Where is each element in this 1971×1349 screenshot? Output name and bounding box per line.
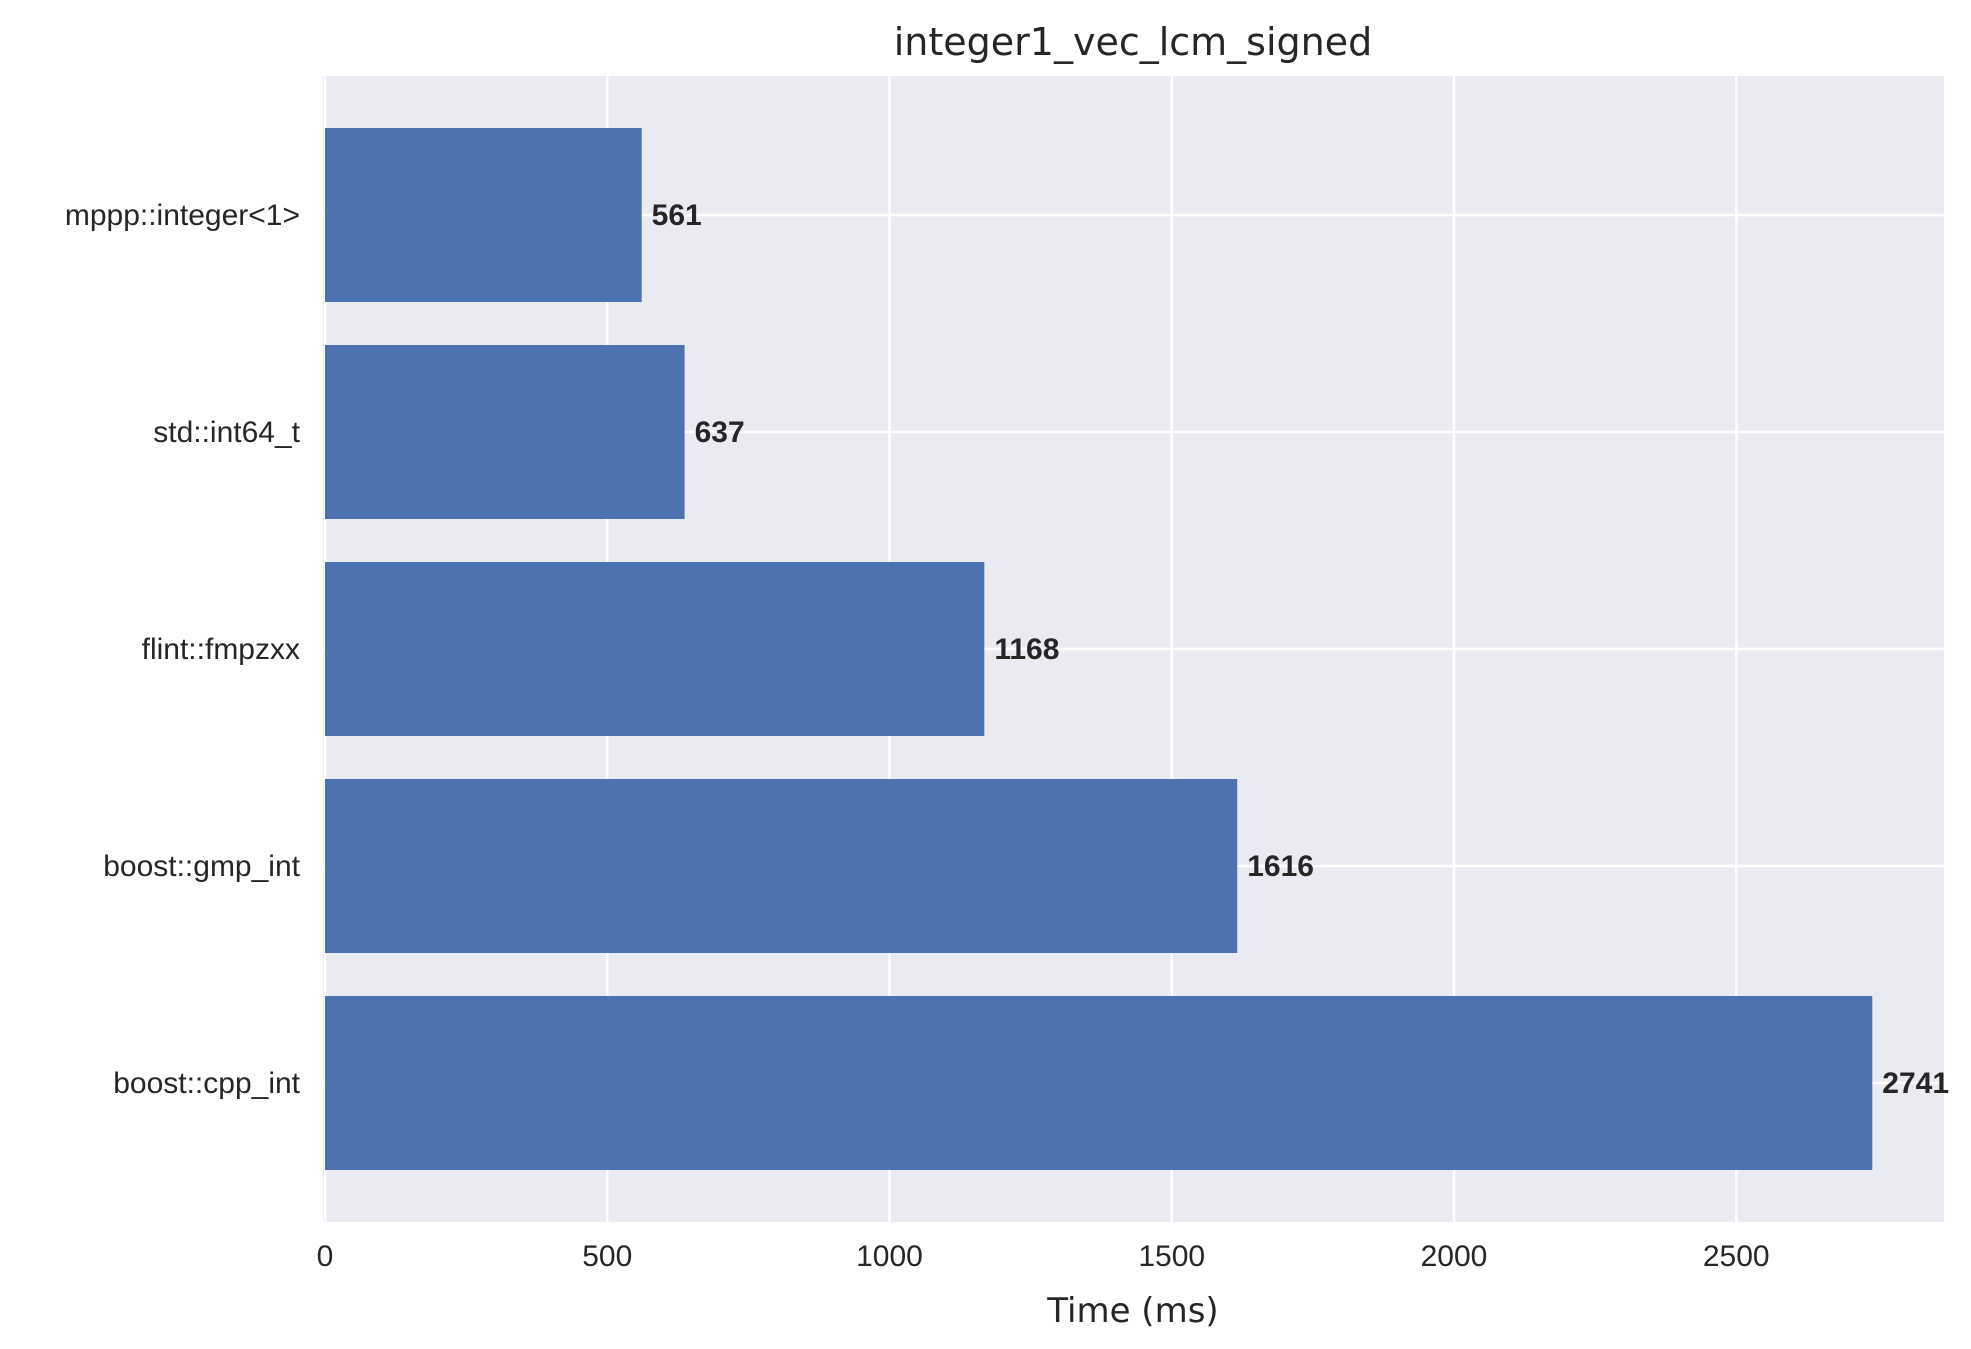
x-tick-labels: 0 500 1000 1500 2000 2500 xyxy=(317,1240,1770,1273)
bar xyxy=(325,996,1873,1170)
chart-title: integer1_vec_lcm_signed xyxy=(894,20,1373,64)
x-tick-label: 2000 xyxy=(1421,1240,1488,1273)
value-label: 1616 xyxy=(1247,850,1314,883)
x-tick-label: 1500 xyxy=(1138,1240,1205,1273)
bar xyxy=(325,345,685,519)
x-tick-label: 500 xyxy=(582,1240,632,1273)
bar xyxy=(325,128,642,302)
value-label: 1168 xyxy=(994,633,1059,666)
bar xyxy=(325,562,985,736)
y-tick-labels: mppp::integer<1>std::int64_tflint::fmpzx… xyxy=(65,199,301,1100)
x-tick-label: 1000 xyxy=(856,1240,923,1273)
x-axis-label: Time (ms) xyxy=(1046,1291,1218,1331)
bars xyxy=(325,128,1873,1170)
value-label: 561 xyxy=(652,199,702,232)
y-tick-label: boost::cpp_int xyxy=(113,1067,300,1100)
x-tick-label: 0 xyxy=(317,1240,334,1273)
y-tick-label: mppp::integer<1> xyxy=(65,199,300,232)
y-tick-label: boost::gmp_int xyxy=(103,850,300,883)
x-tick-label: 2500 xyxy=(1703,1240,1770,1273)
value-labels: 561 637 1168 1616 2741 xyxy=(652,199,1949,1100)
y-tick-label: std::int64_t xyxy=(153,416,300,449)
bar xyxy=(325,779,1238,953)
y-tick-label: flint::fmpzxx xyxy=(142,633,300,666)
value-label: 637 xyxy=(695,416,745,449)
value-label: 2741 xyxy=(1882,1067,1949,1100)
